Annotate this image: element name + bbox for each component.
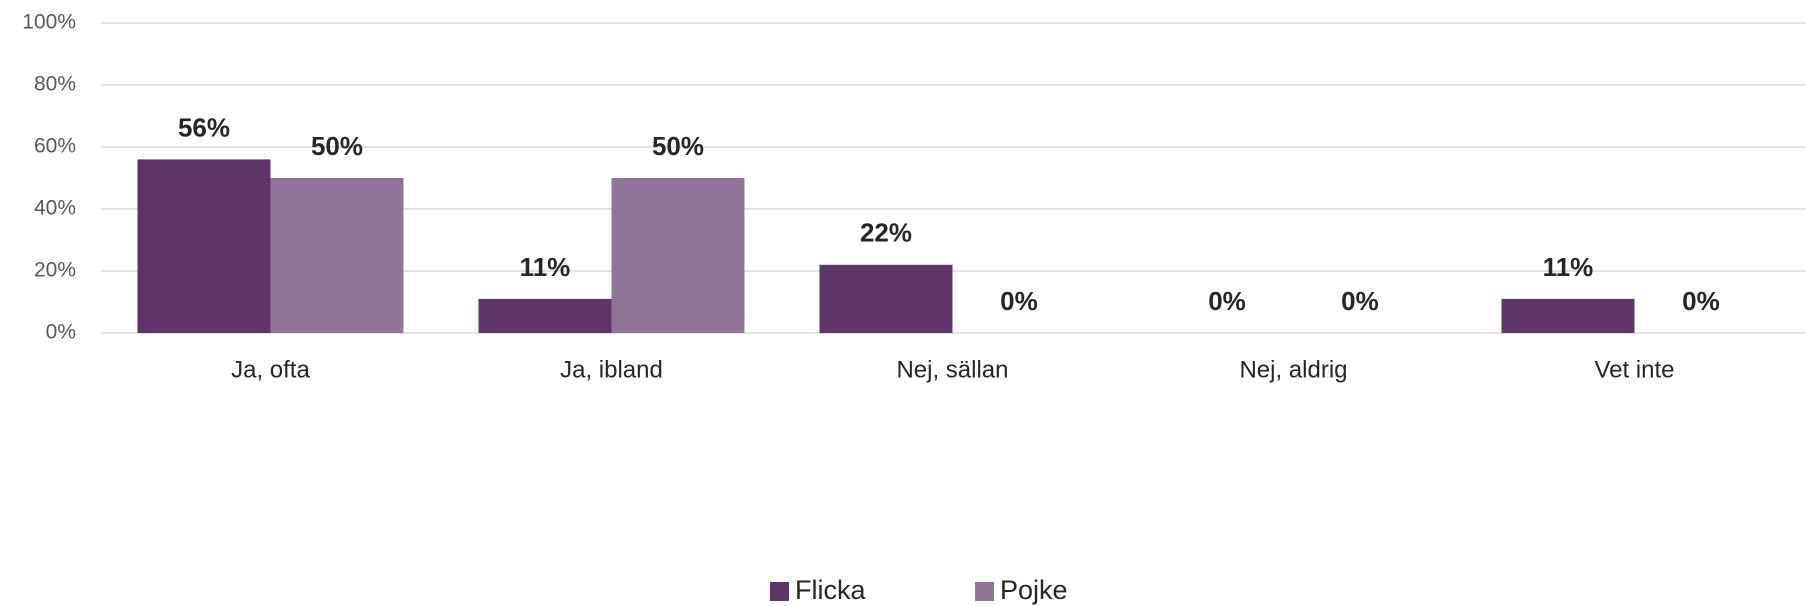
x-tick-label: Nej, aldrig — [1239, 356, 1347, 383]
legend-label: Flicka — [795, 575, 866, 605]
data-label: 11% — [1543, 252, 1594, 282]
bar — [137, 159, 271, 333]
x-tick-label: Vet inte — [1594, 356, 1674, 383]
x-tick-label: Ja, ofta — [231, 356, 310, 383]
y-tick-label: 0% — [46, 321, 76, 344]
y-tick-label: 60% — [34, 135, 76, 158]
data-label: 0% — [1208, 286, 1246, 316]
bar — [819, 264, 953, 333]
bar — [611, 178, 745, 333]
x-tick-label: Ja, ibland — [560, 356, 663, 383]
bar — [270, 178, 404, 333]
bar — [1501, 298, 1635, 333]
data-label: 56% — [178, 112, 230, 142]
y-tick-label: 80% — [34, 73, 76, 96]
data-label: 0% — [1341, 286, 1379, 316]
bar — [478, 298, 612, 333]
legend-swatch — [975, 582, 994, 601]
x-tick-label: Nej, sällan — [896, 356, 1008, 383]
data-label: 11% — [520, 252, 571, 282]
data-label: 22% — [860, 218, 912, 248]
data-label: 0% — [1000, 286, 1038, 316]
y-tick-label: 20% — [34, 259, 76, 282]
data-label: 0% — [1682, 286, 1720, 316]
data-label: 50% — [311, 131, 363, 161]
y-tick-label: 40% — [34, 197, 76, 220]
data-label: 50% — [652, 131, 704, 161]
y-tick-label: 100% — [22, 11, 76, 34]
legend-swatch — [770, 582, 789, 601]
legend-label: Pojke — [1000, 575, 1068, 605]
